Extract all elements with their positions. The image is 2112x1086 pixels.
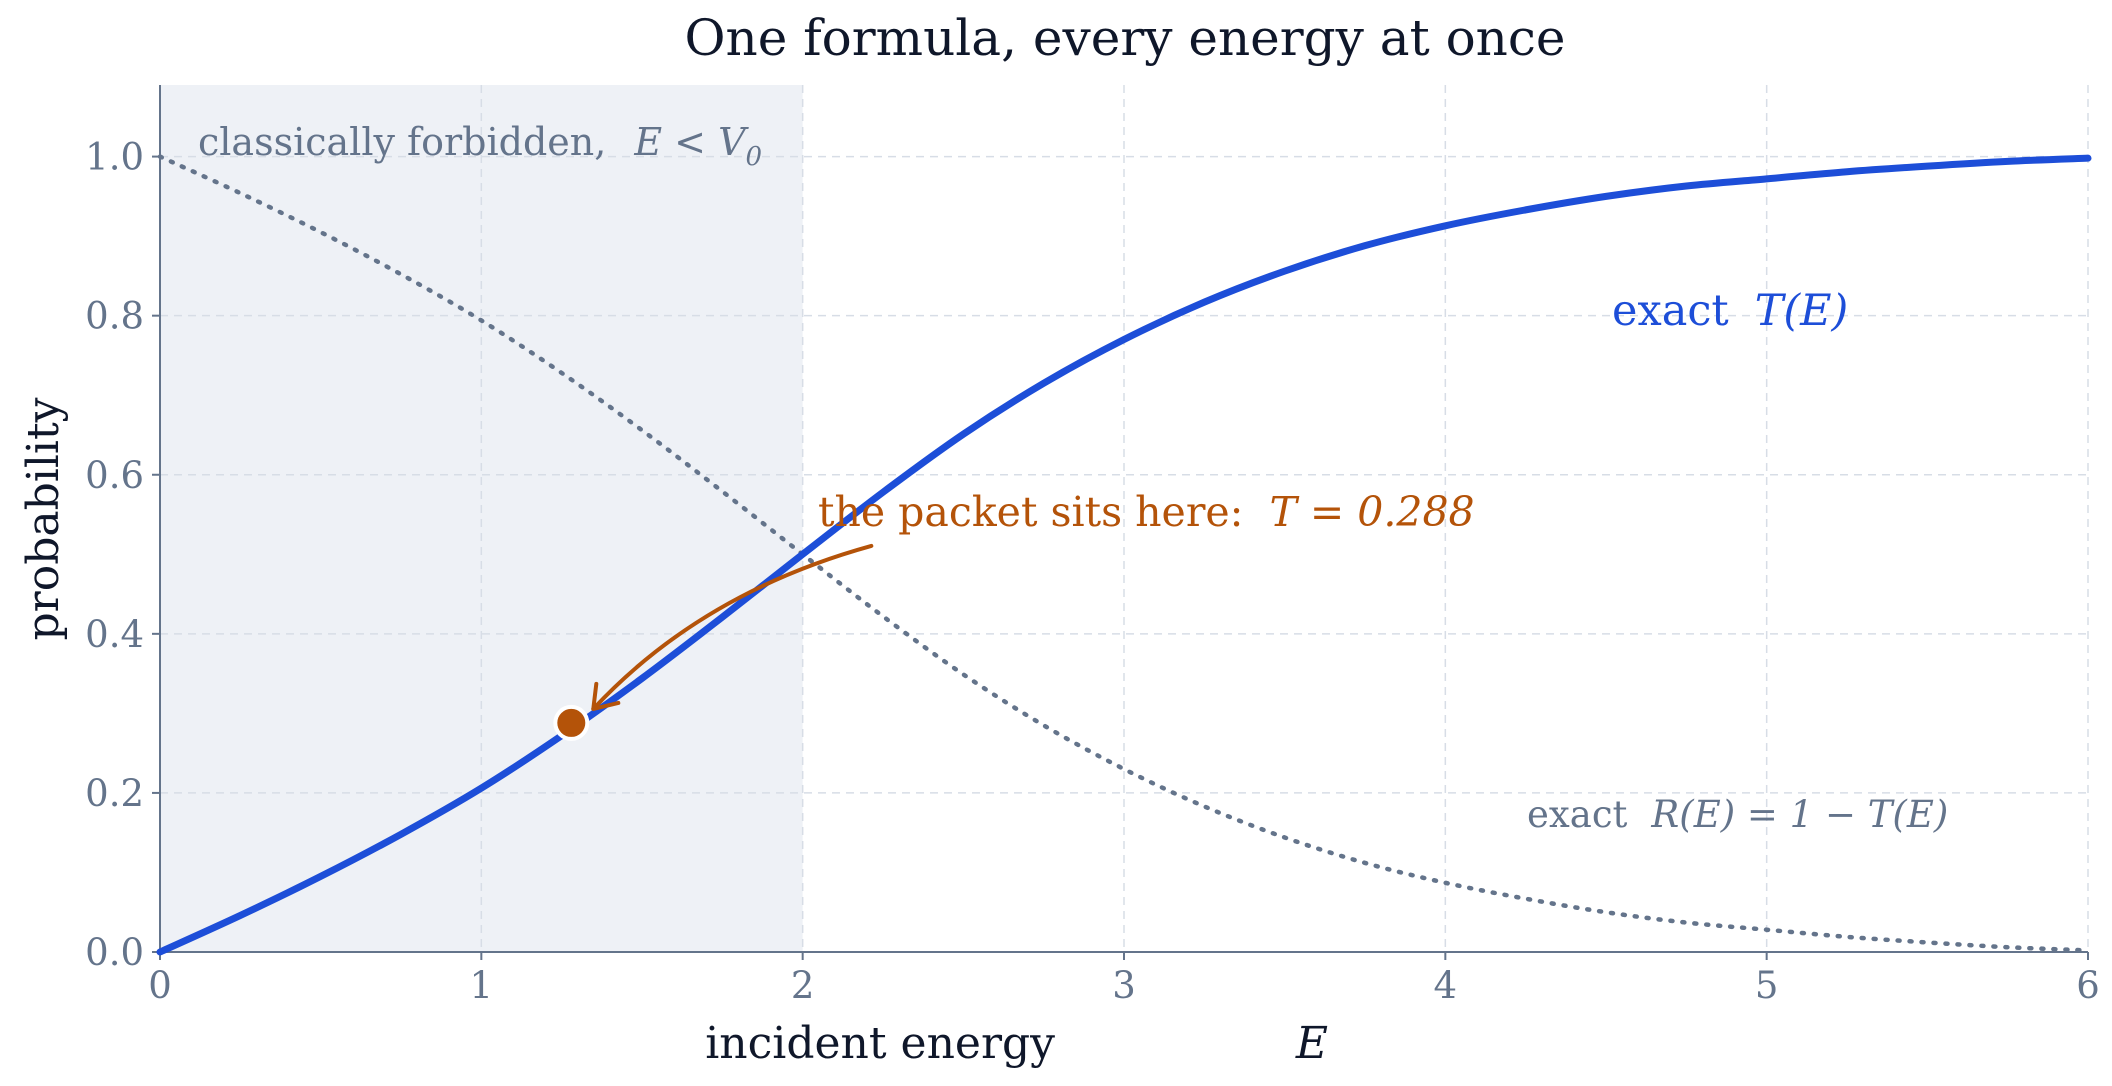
packet-annotation-label: the packet sits here: T = 0.288 xyxy=(818,488,1475,536)
transmission-series-label: exact T(E) xyxy=(1612,286,1848,336)
y-tick-label: 1.0 xyxy=(85,136,144,179)
y-tick-label: 0.2 xyxy=(85,772,144,815)
x-tick-label: 0 xyxy=(148,964,172,1007)
x-tick-label: 1 xyxy=(470,964,494,1007)
x-tick-label: 6 xyxy=(2076,964,2100,1007)
grid xyxy=(160,85,2089,952)
annotation-arrowhead xyxy=(591,681,621,711)
reflection-curve xyxy=(157,154,2091,953)
x-tick-label: 2 xyxy=(791,964,815,1007)
transmission-curve xyxy=(156,154,2092,956)
y-tick-label: 0.4 xyxy=(85,613,144,656)
y-tick-label: 0.0 xyxy=(85,931,144,974)
x-tick-label: 5 xyxy=(1755,964,1779,1007)
x-tick-label: 4 xyxy=(1434,964,1458,1007)
packet-point xyxy=(553,704,590,741)
y-tick-label: 0.8 xyxy=(85,295,144,338)
x-tick-label: 3 xyxy=(1112,964,1136,1007)
chart-title: One formula, every energy at once xyxy=(685,9,1566,67)
forbidden-region-label: classically forbidden, E < V0 xyxy=(198,120,762,172)
annotation-arrow xyxy=(591,543,874,711)
y-axis-label: probability xyxy=(18,397,69,640)
y-tick-label: 0.6 xyxy=(85,454,144,497)
x-axis-label: incident energy xyxy=(705,1018,1055,1069)
x-axis-label-math: E xyxy=(1295,1018,1328,1069)
y-axis-ticks: 0.0 0.2 0.4 0.6 0.8 1.0 xyxy=(85,136,160,974)
x-axis-ticks: 0 1 2 3 4 5 6 xyxy=(148,952,2100,1007)
reflection-series-label: exact R(E) = 1 − T(E) xyxy=(1527,793,1948,836)
